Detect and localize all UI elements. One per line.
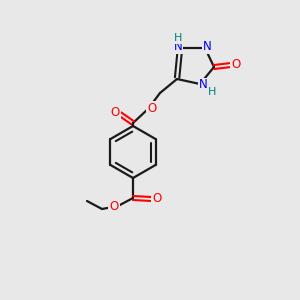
Text: O: O xyxy=(231,58,241,70)
Text: H: H xyxy=(174,33,182,43)
Text: H: H xyxy=(208,87,216,97)
Text: N: N xyxy=(202,40,211,53)
Text: O: O xyxy=(110,106,120,118)
Text: O: O xyxy=(147,101,157,115)
Text: N: N xyxy=(199,79,207,92)
Text: N: N xyxy=(174,40,182,53)
Text: O: O xyxy=(152,193,162,206)
Text: O: O xyxy=(110,200,118,214)
